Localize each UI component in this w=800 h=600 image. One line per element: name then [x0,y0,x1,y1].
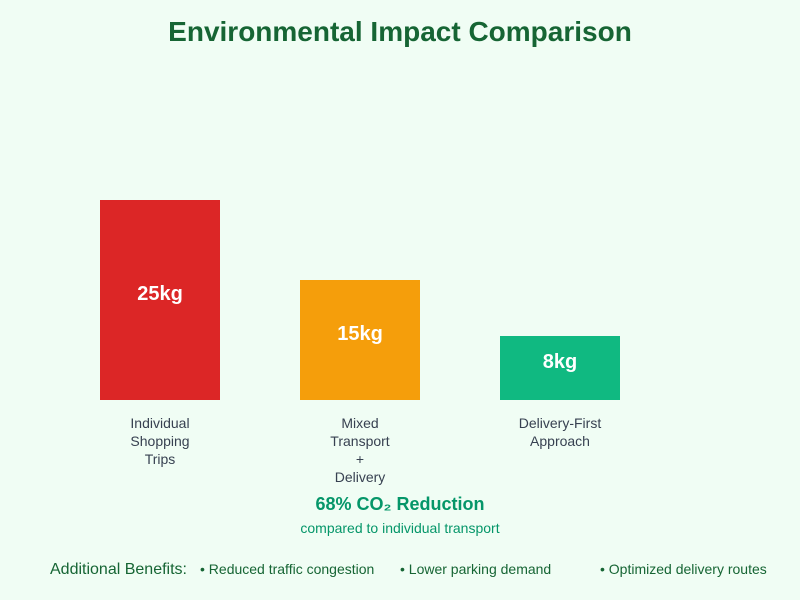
bar [500,336,620,400]
bar-value-label: 15kg [337,323,383,345]
benefit-item: • Lower parking demand [400,561,551,577]
reduction-headline: 68% CO₂ Reduction [315,494,484,514]
benefits-heading: Additional Benefits: [50,561,187,578]
bar-value-label: 25kg [137,283,183,305]
bar-value-label: 8kg [543,351,577,373]
category-label: Delivery-First Approach [519,415,602,449]
benefit-item: • Reduced traffic congestion [200,561,374,577]
bar [100,200,220,400]
bar [300,280,420,400]
chart-title: Environmental Impact Comparison [168,16,632,47]
benefit-item: • Optimized delivery routes [600,561,767,577]
category-label: Mixed Transport + Delivery [330,415,390,485]
reduction-subtext: compared to individual transport [300,520,499,536]
category-label: Individual Shopping Trips [130,415,189,467]
